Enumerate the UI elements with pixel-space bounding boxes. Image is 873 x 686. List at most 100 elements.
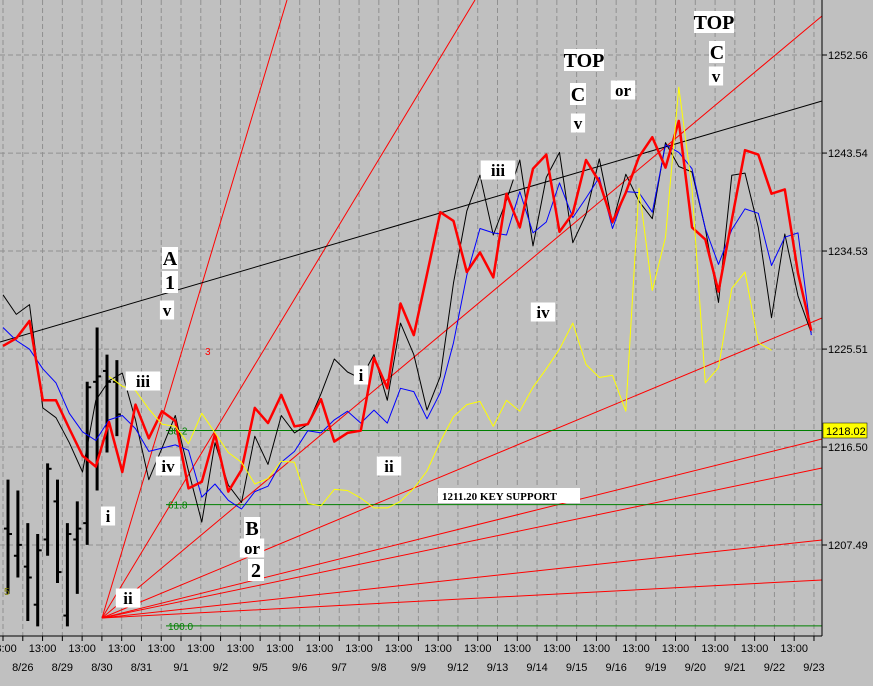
y-axis: 1252.56 1243.54 1234.53 1225.51 1216.50 1207.… (822, 50, 868, 552)
x-tick-label: 8/30 (91, 662, 112, 674)
x-tick-label: 13:00 (68, 643, 96, 655)
fan-line (101, 15, 823, 619)
x-tick-label: 9/23 (803, 662, 824, 674)
red-series-line (2, 119, 813, 493)
x-tick-label: 13:00 (741, 643, 769, 655)
price-bars (4, 327, 121, 627)
x-tick-label: 13:00 (345, 643, 373, 655)
wave-label: or (615, 81, 632, 100)
fan-line (101, 0, 288, 619)
x-tick-label: 13:00 (187, 643, 215, 655)
wave-label: C (710, 42, 724, 64)
y-tick-label: 1234.53 (828, 246, 868, 258)
x-axis: 13:00 8/26 13:00 8/29 13:00 8/30 13:00 8/31 13:0… (0, 636, 825, 674)
x-tick-label: 9/15 (566, 662, 587, 674)
plot-background (0, 0, 822, 636)
wave-label: 2 (251, 560, 261, 582)
wave-label-box (708, 66, 724, 86)
x-tick-label: 13:00 (424, 643, 452, 655)
price-tag-text: 1218.02 (826, 426, 866, 438)
x-tick-label: 9/12 (447, 662, 468, 674)
wave-label: iii (491, 161, 505, 180)
fan-line (101, 438, 823, 619)
x-tick-label: 8/31 (131, 662, 152, 674)
x-tick-label: 9/16 (605, 662, 626, 674)
wave-label: i (106, 507, 111, 526)
x-tick-label: 13:00 (780, 643, 808, 655)
wave-label: TOP (694, 12, 735, 34)
x-tick-label: 13:00 (147, 643, 175, 655)
wave-label-box (162, 247, 178, 269)
black-series-line (2, 142, 812, 523)
wave-label-box (694, 11, 734, 33)
x-tick-label: 9/8 (371, 662, 386, 674)
x-tick-label: 9/7 (332, 662, 347, 674)
small-label: 3 (205, 347, 211, 358)
wave-label: ii (123, 589, 133, 608)
small-label: 5 (4, 587, 10, 598)
y-tick-label: 1207.49 (828, 540, 868, 552)
x-tick-label: 13:00 (385, 643, 413, 655)
x-tick-label: 9/5 (252, 662, 267, 674)
x-tick-label: 9/9 (411, 662, 426, 674)
x-tick-label: 13:00 (622, 643, 650, 655)
fan-line (101, 317, 823, 619)
support-label: 1211.20 KEY SUPPORT (438, 488, 580, 503)
wave-label-box (530, 302, 556, 322)
y-tick-label: 1252.56 (828, 50, 868, 62)
gridlines (0, 0, 822, 636)
x-tick-label: 13:00 (29, 643, 57, 655)
wave-label-box (248, 559, 264, 581)
x-tick-label: 13:00 (464, 643, 492, 655)
x-tick-label: 13:00 (108, 643, 136, 655)
wave-label-box (376, 456, 402, 476)
fib-level-label: 100.0 (168, 622, 193, 633)
wave-label-box (239, 538, 265, 558)
wave-label: v (712, 67, 721, 86)
wave-label-box (353, 365, 369, 385)
x-tick-label: 8/26 (12, 662, 33, 674)
x-tick-label: 9/22 (764, 662, 785, 674)
wave-label: v (163, 301, 172, 320)
x-tick-label: 13:00 (227, 643, 255, 655)
wave-label: ii (384, 457, 394, 476)
blue-series-line (2, 144, 812, 510)
wave-label: TOP (564, 50, 605, 72)
wave-label-box (162, 271, 178, 293)
x-tick-label: 9/20 (685, 662, 706, 674)
x-tick-label: 13:00 (701, 643, 729, 655)
x-tick-label: 13:00 (306, 643, 334, 655)
wave-label: A (163, 248, 178, 270)
wave-label-box (125, 371, 161, 391)
fan-line (101, 0, 476, 619)
yellow-series-line (108, 86, 772, 509)
wave-label: iv (161, 457, 175, 476)
wave-label-box (100, 506, 116, 526)
wave-label-box (570, 113, 586, 133)
support-label-text: 1211.20 KEY SUPPORT (442, 491, 558, 503)
y-tick-label: 1243.54 (828, 148, 868, 160)
x-tick-label: 13:00 (662, 643, 690, 655)
wave-label-box (480, 160, 516, 180)
wave-label-box (159, 300, 175, 320)
wave-label-box (570, 83, 586, 105)
fan-line (101, 579, 823, 619)
series-lines: 35 (2, 86, 813, 598)
wave-label-box (709, 41, 725, 63)
fan-line (101, 467, 823, 619)
x-tick-label: 9/2 (213, 662, 228, 674)
wave-label: C (571, 84, 585, 106)
wave-label: i (359, 366, 364, 385)
price-tag-box (822, 422, 868, 439)
x-tick-label: 9/21 (724, 662, 745, 674)
wave-label-box (155, 456, 181, 476)
wave-label: or (244, 539, 261, 558)
wave-label: iii (136, 372, 150, 391)
x-tick-label: 9/19 (645, 662, 666, 674)
wave-label: v (574, 114, 583, 133)
x-tick-label: 13:00 (504, 643, 532, 655)
wave-label: B (245, 518, 258, 540)
x-tick-label: 9/14 (526, 662, 547, 674)
